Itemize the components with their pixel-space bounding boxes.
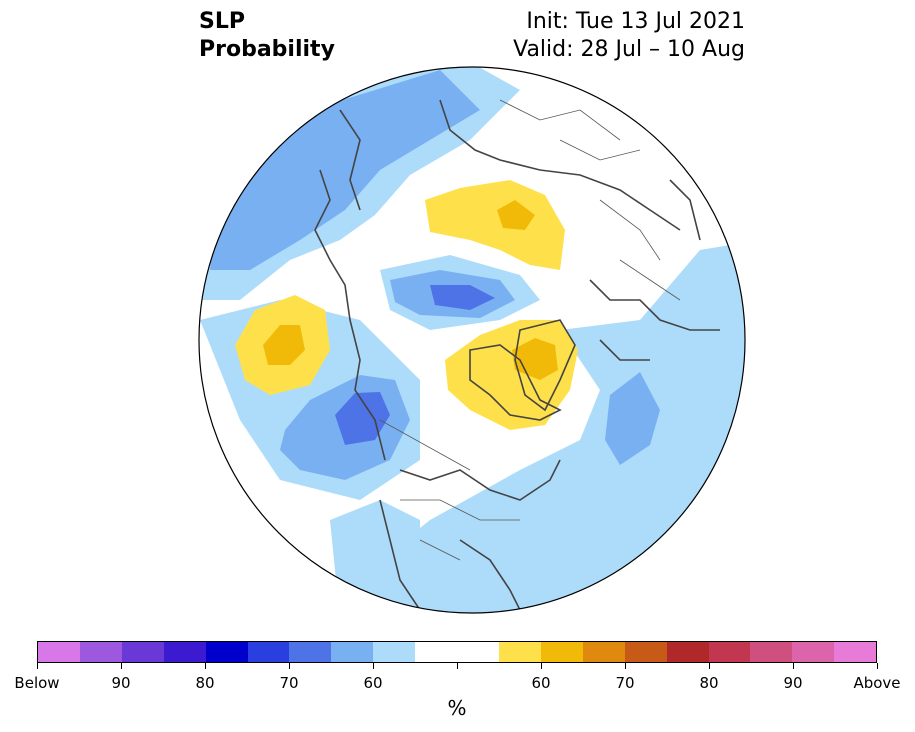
colorbar-tick: [372, 663, 374, 669]
yellow-siberia: [425, 180, 565, 270]
colorbar-segment: [666, 642, 709, 662]
colorbar-tick: [288, 663, 290, 669]
colorbar-tick: [540, 663, 542, 669]
colorbar-segment: [163, 642, 206, 662]
colorbar-tick: [456, 663, 458, 669]
globe-outline: [198, 66, 746, 614]
colorbar-tick-label: 80: [699, 674, 719, 692]
gold-greenland: [512, 338, 558, 380]
gold-pacific: [263, 325, 305, 365]
colorbar-segment: [373, 642, 416, 662]
light-blue-north-america: [330, 500, 420, 613]
colorbar-tick-label: 80: [195, 674, 215, 692]
colorbar-segment: [247, 642, 290, 662]
colorbar-unit: %: [447, 696, 467, 720]
colorbar-tick: [792, 663, 794, 669]
colorbar-tick-label: 90: [783, 674, 803, 692]
probability-field: [199, 67, 745, 613]
colorbar-tick: [876, 663, 878, 669]
colorbar-segment: [624, 642, 667, 662]
colorbar-tick-label: Above: [853, 674, 901, 692]
map-title: SLP Probability: [199, 8, 335, 64]
coastlines: [314, 99, 720, 611]
colorbar-segment: [792, 642, 835, 662]
colorbar-tick-label: 60: [531, 674, 551, 692]
colorbar-segment: [38, 642, 80, 662]
colorbar-segment: [750, 642, 793, 662]
light-blue-atlantic: [380, 240, 745, 613]
colorbar-tick: [120, 663, 122, 669]
colorbar-segment: [834, 642, 877, 662]
colorbar-segment: [457, 642, 499, 662]
gold-siberia: [497, 200, 535, 230]
colorbar-segment: [415, 642, 458, 662]
colorbar-tick-label: 90: [111, 674, 131, 692]
colorbar-segment: [540, 642, 583, 662]
colorbar-tick: [36, 663, 38, 669]
colorbar-tick-label: Below: [14, 674, 60, 692]
colorbar-segment: [289, 642, 332, 662]
colorbar-tick: [708, 663, 710, 669]
colorbar-tick-label: 60: [363, 674, 383, 692]
colorbar-segment: [79, 642, 122, 662]
title-line-probability: Probability: [199, 37, 335, 62]
colorbar-tick-label: 70: [279, 674, 299, 692]
borders: [379, 99, 681, 561]
colorbar-tick: [624, 663, 626, 669]
dark-blue-gulf-alaska: [335, 392, 390, 445]
colorbar-tick: [204, 663, 206, 669]
medium-blue-asia: [210, 70, 480, 270]
dark-blue-arctic: [430, 285, 495, 310]
valid-range: Valid: 28 Jul – 10 Aug: [513, 37, 745, 62]
init-date: Init: Tue 13 Jul 2021: [526, 9, 745, 34]
colorbar: [37, 641, 877, 663]
medium-blue-atlantic: [605, 372, 660, 465]
colorbar-segment: [708, 642, 751, 662]
colorbar-segment: [205, 642, 248, 662]
polar-map: [198, 66, 746, 614]
colorbar-segment: [498, 642, 541, 662]
colorbar-segment: [582, 642, 625, 662]
colorbar-segment: [331, 642, 374, 662]
date-info: Init: Tue 13 Jul 2021 Valid: 28 Jul – 10…: [513, 8, 745, 64]
colorbar-tick-label: 70: [615, 674, 635, 692]
title-line-slp: SLP: [199, 9, 245, 34]
colorbar-segment: [121, 642, 164, 662]
